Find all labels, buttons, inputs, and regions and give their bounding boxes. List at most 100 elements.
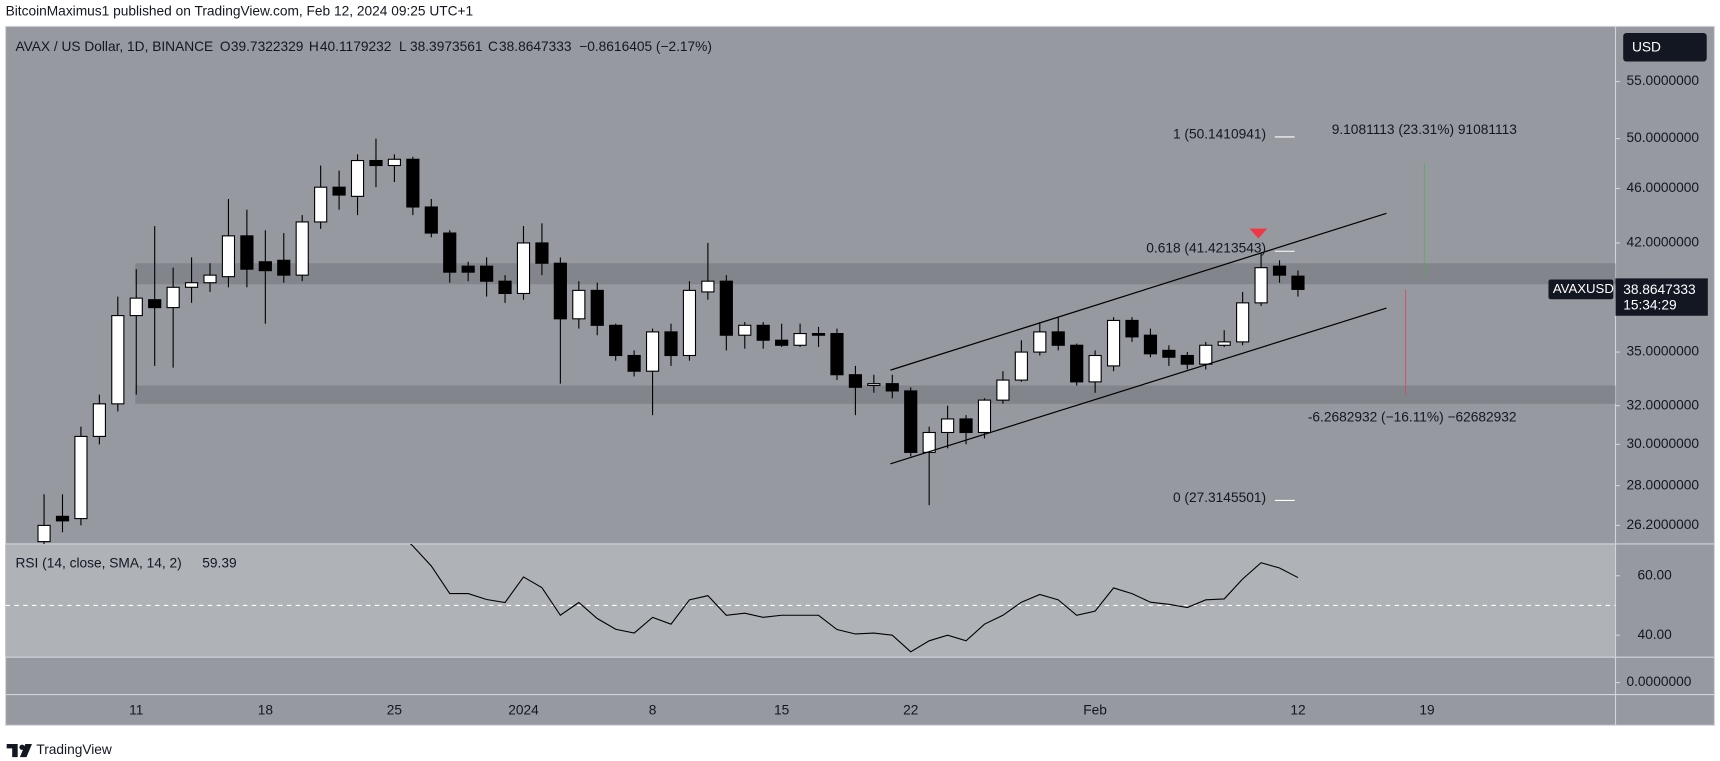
candle-body [516,242,531,295]
candle-body [609,324,623,357]
brand-logo-dot [19,744,25,750]
candle-body [775,339,789,346]
y-tick-label: 28.0000000 [1626,477,1699,492]
candle-body [129,297,143,317]
candle-body [424,206,438,234]
legend-change: −0.8616405 (−2.17%) [579,39,712,54]
candle-body [756,324,770,341]
fib-label: 0.618 (41.4213543) [1146,241,1266,256]
candle-body [848,374,863,388]
candle-body [941,418,955,434]
candle-body [701,280,715,293]
candle-body [1051,331,1065,346]
countdown: 15:34:29 [1623,297,1676,312]
x-tick-label: 18 [258,703,274,718]
price-pane [37,136,1616,544]
candle-body [535,242,549,264]
candle-body [1180,354,1194,365]
channel-line [890,307,1387,465]
y-tick-label: 50.0000000 [1626,130,1699,145]
candle-body [221,235,236,278]
price-tag [1615,278,1708,316]
candle-body [184,282,199,288]
candle-body [295,221,309,276]
candle-body [406,158,420,208]
candle-body [627,354,641,372]
x-tick-label: 12 [1290,703,1305,718]
candle-body [111,315,125,405]
candle-body [1217,341,1231,346]
x-tick-label: 19 [1419,703,1434,718]
y-tick-label: 46.0000000 [1626,180,1699,195]
candle-body [719,280,733,336]
candle-body [369,159,383,167]
legend-value: 38.3973561 [410,39,482,54]
candle-body [1143,334,1158,355]
candle-body [645,331,660,372]
x-tick-label: 11 [129,703,143,718]
rsi-tick-label: 40.00 [1637,627,1672,642]
candle-body [1070,344,1084,383]
x-tick-label: 8 [649,703,657,718]
y-tick-label: 26.2000000 [1626,517,1699,532]
candle-body [1291,275,1305,290]
candle-body [572,289,586,320]
symbol-box [1548,279,1614,300]
candle-body [277,259,291,276]
y-tick-label: 35.0000000 [1626,344,1699,359]
candle-body [461,265,475,273]
brand: TradingView [36,742,112,757]
y-tick-label: 30.0000000 [1626,436,1699,451]
candle-body [867,383,881,387]
candle-body [1272,265,1287,276]
candle-body [885,383,899,392]
price-tag-label: 38.8647333 [1623,282,1696,297]
signal-marker [1249,228,1268,239]
candle-body [1236,302,1250,343]
fib-label: 1 (50.1410941) [1173,126,1266,141]
legend-value: 40.1179232 [320,39,391,54]
rsi-band [5,543,1616,658]
candle-body [443,232,457,273]
lower-tick-label: 0.0000000 [1626,674,1691,689]
legend-letter: H [309,39,319,54]
candle-body [959,418,973,434]
publisher: BitcoinMaximus1 published on TradingView… [6,4,474,19]
candle-body [996,379,1010,401]
candle-body [480,265,494,282]
candle-body [166,286,180,309]
rsi-legend: RSI (14, close, SMA, 14, 2) [15,555,181,570]
candle-body [682,289,697,357]
fib-label: 0 (27.3145501) [1173,490,1266,505]
x-tick-label: 2024 [508,703,539,718]
candle-body [148,299,162,309]
x-tick-label: 22 [903,703,918,718]
candle-body [811,333,826,336]
candle-body [258,261,272,272]
candle-body [332,186,346,196]
candle-body [37,524,51,543]
candle-body [793,333,807,346]
candle-body [1033,331,1047,353]
candle-body [92,403,106,437]
legend-value: 38.8647333 [499,39,572,54]
footer: TradingView [6,742,112,758]
legend-letter: L [399,39,407,54]
currency-box [1623,32,1707,62]
candle-body [240,235,254,270]
measure-label: -6.2682932 (−16.11%) −62682932 [1308,409,1517,424]
rsi-line [409,543,1299,653]
candle-body [1162,349,1176,358]
y-tick-label: 55.0000000 [1626,73,1699,88]
rsi-legend-value: 59.39 [202,555,236,570]
candle-body [498,280,512,295]
measure-label: 9.1081113 (23.31%) 91081113 [1332,122,1517,137]
legend-letter: C [488,39,498,54]
candle-body [922,431,936,453]
brand-logo [6,743,32,758]
legend-letter: O [220,39,231,54]
candle-body [1106,319,1121,367]
candle-body [1125,319,1139,338]
